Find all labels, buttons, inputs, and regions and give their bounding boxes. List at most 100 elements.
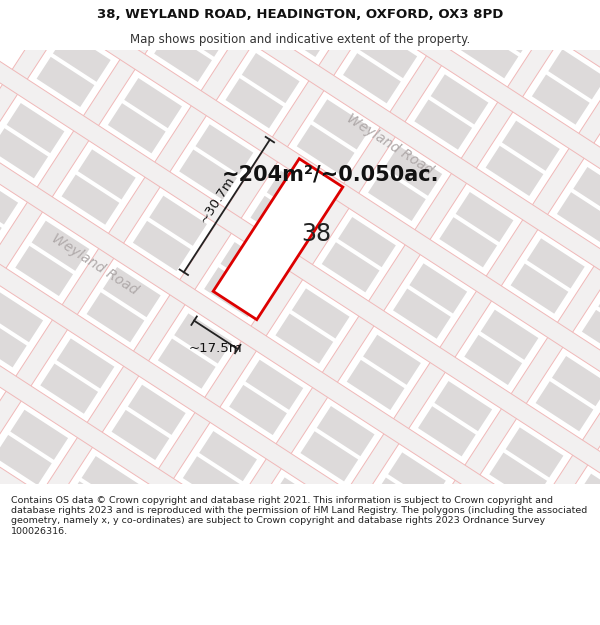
Polygon shape <box>536 381 593 431</box>
Polygon shape <box>149 196 207 246</box>
Polygon shape <box>484 616 542 625</box>
Polygon shape <box>338 217 396 267</box>
Polygon shape <box>0 0 410 557</box>
Polygon shape <box>413 570 471 620</box>
Polygon shape <box>406 0 463 7</box>
Polygon shape <box>56 338 115 389</box>
Polygon shape <box>279 620 337 625</box>
Polygon shape <box>527 238 585 289</box>
Polygon shape <box>229 385 287 435</box>
Polygon shape <box>128 385 185 435</box>
Polygon shape <box>137 528 194 578</box>
Text: Weyland Road: Weyland Road <box>344 111 436 178</box>
Polygon shape <box>434 381 492 431</box>
Polygon shape <box>368 171 426 221</box>
Text: ~17.5m: ~17.5m <box>189 342 243 356</box>
Polygon shape <box>460 499 517 549</box>
Polygon shape <box>158 339 215 389</box>
Polygon shape <box>404 116 600 625</box>
Text: ~30.7m: ~30.7m <box>197 173 237 226</box>
Polygon shape <box>108 103 166 153</box>
Polygon shape <box>317 406 374 456</box>
Polygon shape <box>397 595 454 625</box>
Polygon shape <box>439 217 497 268</box>
Polygon shape <box>196 0 600 92</box>
Text: ~204m²/~0.050ac.: ~204m²/~0.050ac. <box>221 164 439 184</box>
Polygon shape <box>170 7 228 57</box>
Polygon shape <box>0 0 268 464</box>
Polygon shape <box>372 478 430 528</box>
Polygon shape <box>0 0 481 604</box>
Polygon shape <box>220 242 278 292</box>
Polygon shape <box>226 78 283 128</box>
Polygon shape <box>502 121 560 171</box>
Polygon shape <box>313 99 371 149</box>
Polygon shape <box>548 49 600 99</box>
Polygon shape <box>0 0 339 511</box>
Polygon shape <box>295 595 353 625</box>
Polygon shape <box>514 570 572 621</box>
Polygon shape <box>53 32 110 82</box>
Polygon shape <box>133 221 191 271</box>
Polygon shape <box>224 549 282 599</box>
Polygon shape <box>271 478 328 528</box>
Polygon shape <box>547 209 600 625</box>
Polygon shape <box>325 549 383 599</box>
Polygon shape <box>208 574 266 624</box>
Polygon shape <box>103 0 600 234</box>
Polygon shape <box>56 0 600 306</box>
Polygon shape <box>577 474 600 524</box>
Polygon shape <box>586 616 600 625</box>
Polygon shape <box>343 53 401 103</box>
Polygon shape <box>245 360 303 410</box>
Polygon shape <box>0 157 590 625</box>
Polygon shape <box>507 0 565 7</box>
Polygon shape <box>103 267 161 318</box>
Polygon shape <box>475 162 600 625</box>
Polygon shape <box>490 452 547 503</box>
Text: Weyland Road: Weyland Road <box>49 231 141 298</box>
Polygon shape <box>461 28 518 78</box>
Polygon shape <box>174 313 232 364</box>
Polygon shape <box>582 310 600 360</box>
Polygon shape <box>573 167 600 217</box>
Polygon shape <box>359 28 417 78</box>
Polygon shape <box>254 503 312 552</box>
Polygon shape <box>342 524 400 574</box>
Polygon shape <box>40 364 98 414</box>
Polygon shape <box>0 174 18 224</box>
Polygon shape <box>511 264 568 314</box>
Polygon shape <box>389 0 447 32</box>
Polygon shape <box>363 334 421 385</box>
Polygon shape <box>431 74 488 124</box>
Polygon shape <box>297 124 355 174</box>
Polygon shape <box>0 435 52 485</box>
Polygon shape <box>485 146 544 196</box>
Polygon shape <box>578 3 600 53</box>
Polygon shape <box>443 524 501 574</box>
Polygon shape <box>242 53 299 103</box>
Polygon shape <box>179 149 237 200</box>
Polygon shape <box>409 263 467 314</box>
Polygon shape <box>292 288 350 339</box>
Polygon shape <box>532 74 590 124</box>
Polygon shape <box>388 452 446 503</box>
Polygon shape <box>481 309 538 360</box>
Polygon shape <box>301 431 358 481</box>
Polygon shape <box>200 0 258 11</box>
Polygon shape <box>464 335 522 385</box>
Polygon shape <box>0 292 43 342</box>
Polygon shape <box>83 0 140 36</box>
Polygon shape <box>0 128 48 178</box>
Polygon shape <box>124 78 182 128</box>
Polygon shape <box>47 0 553 625</box>
Polygon shape <box>332 70 600 625</box>
Polygon shape <box>7 103 64 153</box>
Polygon shape <box>37 57 94 107</box>
Polygon shape <box>119 0 600 625</box>
Polygon shape <box>0 228 544 625</box>
Polygon shape <box>0 318 27 368</box>
Polygon shape <box>552 356 600 406</box>
Polygon shape <box>595 0 600 28</box>
Text: Contains OS data © Crown copyright and database right 2021. This information is : Contains OS data © Crown copyright and d… <box>11 496 587 536</box>
